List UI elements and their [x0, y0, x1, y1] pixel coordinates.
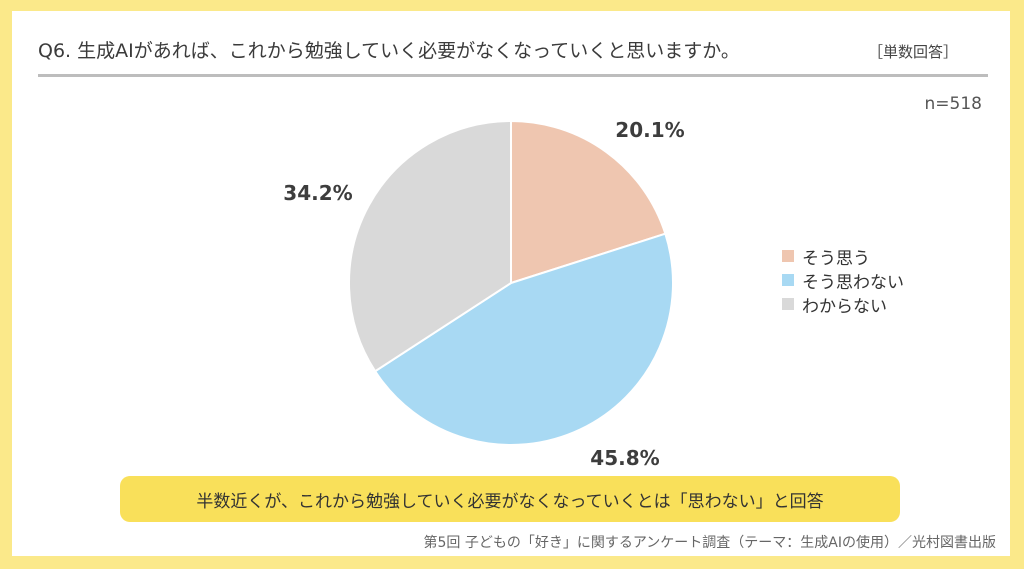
legend-swatch	[782, 274, 794, 286]
legend: そう思うそう思わない わからない	[782, 244, 904, 317]
legend-label: そう思わない	[802, 272, 904, 293]
legend-label: そう思う	[802, 248, 870, 269]
legend-label: わからない	[802, 296, 887, 317]
legend-item: わからない	[782, 292, 904, 317]
source-credit: 第5回 子どもの「好き」に関するアンケート調査（テーマ：生成AIの使用）／光村図…	[423, 535, 996, 551]
legend-swatch	[782, 250, 794, 262]
slice-value-label: 20.1%	[615, 118, 684, 142]
legend-swatch	[782, 298, 794, 310]
legend-item: そう思う	[782, 244, 904, 269]
slice-value-label: 34.2%	[283, 181, 352, 205]
sample-size-label: n=518	[924, 94, 982, 114]
title-row: Q6. 生成AIがあれば、これから勉強していく必要がなくなっていくと思いますか。…	[38, 34, 988, 77]
pie-slice	[348, 119, 512, 373]
legend-item: そう思わない	[782, 268, 904, 293]
pie-slice	[510, 119, 667, 285]
answer-type-note: ［単数回答］	[867, 43, 958, 61]
summary-callout: 半数近くが、これから勉強していく必要がなくなっていくとは「思わない」と回答	[120, 476, 900, 522]
pie-slice	[373, 232, 674, 446]
chart-title: Q6. 生成AIがあれば、これから勉強していく必要がなくなっていくと思いますか。	[38, 40, 740, 62]
slice-value-label: 45.8%	[590, 446, 659, 470]
